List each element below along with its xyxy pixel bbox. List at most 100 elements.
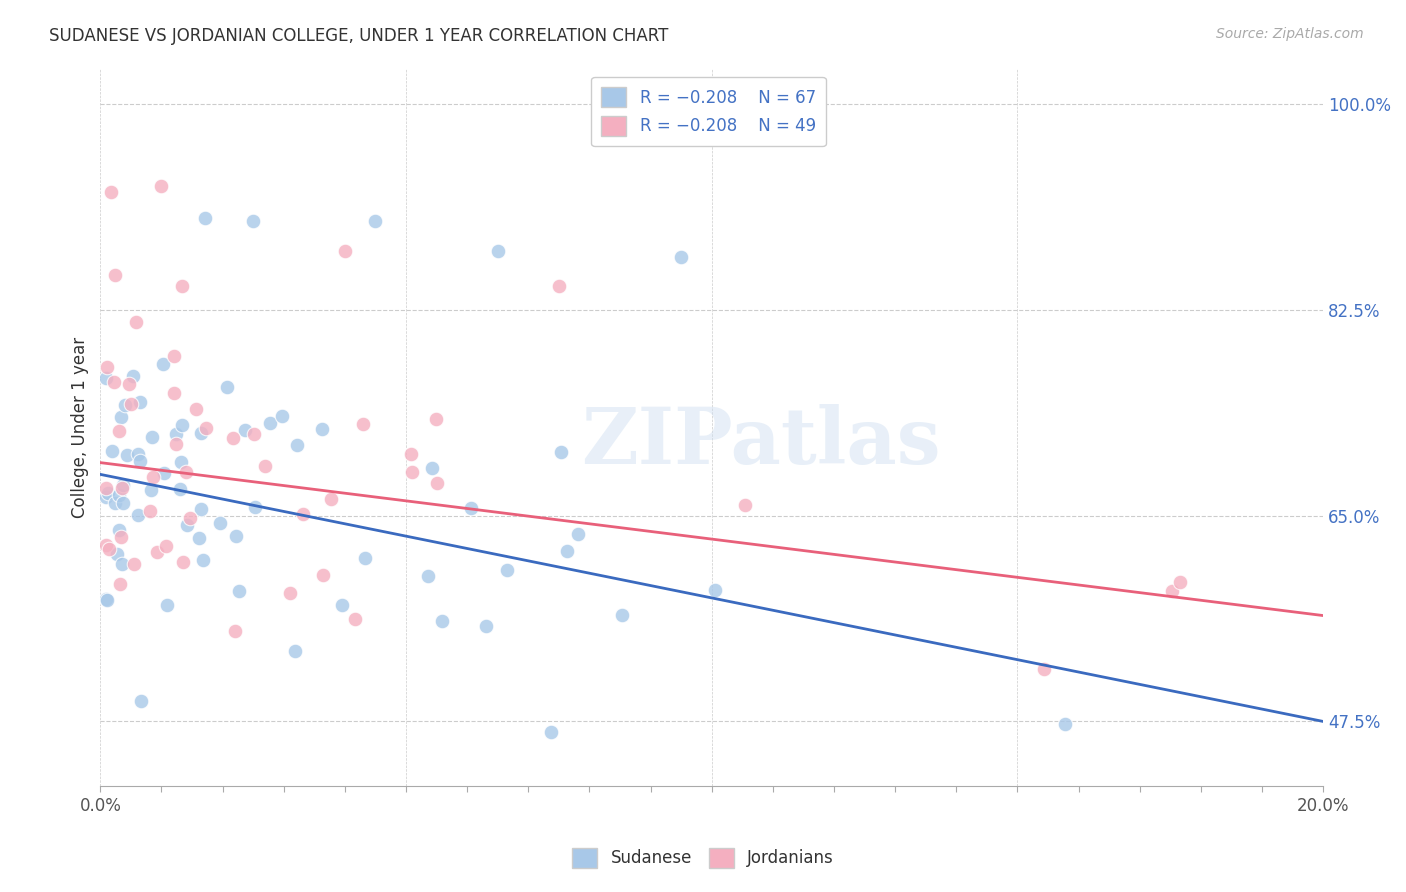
Point <box>118 376 141 391</box>
Point <box>176 517 198 532</box>
Point <box>228 583 250 598</box>
Point <box>401 447 423 461</box>
Point <box>176 465 198 479</box>
Point <box>233 423 256 437</box>
Point <box>172 555 194 569</box>
Point <box>120 397 142 411</box>
Point <box>567 526 589 541</box>
Point <box>221 431 243 445</box>
Point <box>254 458 277 473</box>
Point <box>193 553 215 567</box>
Point <box>430 614 453 628</box>
Point <box>475 619 498 633</box>
Point <box>496 563 519 577</box>
Point <box>193 211 215 225</box>
Point <box>108 424 131 438</box>
Point <box>184 401 207 416</box>
Point <box>704 583 727 598</box>
Point <box>401 465 423 479</box>
Point <box>122 369 145 384</box>
Point <box>669 250 692 264</box>
Point <box>110 577 132 591</box>
Point <box>364 214 387 228</box>
Point <box>243 500 266 515</box>
Point <box>96 481 118 495</box>
Point <box>242 214 264 228</box>
Point <box>152 357 174 371</box>
Point <box>283 644 305 658</box>
Point <box>111 558 134 572</box>
Point <box>179 511 201 525</box>
Point <box>555 544 578 558</box>
Point <box>208 516 231 530</box>
Point <box>548 279 571 293</box>
Point <box>104 496 127 510</box>
Point <box>312 568 335 582</box>
Text: Source: ZipAtlas.com: Source: ZipAtlas.com <box>1216 27 1364 41</box>
Point <box>1033 662 1056 676</box>
Point <box>103 375 125 389</box>
Point <box>141 430 163 444</box>
Point <box>153 466 176 480</box>
Point <box>110 410 132 425</box>
Legend: R = −0.208    N = 67, R = −0.208    N = 49: R = −0.208 N = 67, R = −0.208 N = 49 <box>592 77 825 146</box>
Point <box>129 454 152 468</box>
Point <box>96 371 118 385</box>
Point <box>114 398 136 412</box>
Point <box>139 483 162 497</box>
Point <box>291 508 314 522</box>
Point <box>540 725 562 739</box>
Point <box>108 488 131 502</box>
Point <box>142 470 165 484</box>
Point <box>1053 716 1076 731</box>
Point <box>163 386 186 401</box>
Text: SUDANESE VS JORDANIAN COLLEGE, UNDER 1 YEAR CORRELATION CHART: SUDANESE VS JORDANIAN COLLEGE, UNDER 1 Y… <box>49 27 669 45</box>
Point <box>125 315 148 329</box>
Point <box>105 547 128 561</box>
Point <box>100 443 122 458</box>
Point <box>108 523 131 537</box>
Point <box>111 496 134 510</box>
Point <box>224 624 246 638</box>
Point <box>190 425 212 440</box>
Point <box>271 409 294 423</box>
Point <box>138 504 160 518</box>
Point <box>96 538 118 552</box>
Point <box>150 179 173 194</box>
Point <box>194 421 217 435</box>
Point <box>98 542 121 557</box>
Point <box>217 380 239 394</box>
Point <box>353 551 375 566</box>
Point <box>330 598 353 612</box>
Point <box>97 486 120 500</box>
Point <box>172 418 194 433</box>
Point <box>127 447 149 461</box>
Point <box>110 530 132 544</box>
Point <box>163 349 186 363</box>
Point <box>333 244 356 258</box>
Point <box>111 478 134 492</box>
Point <box>170 455 193 469</box>
Point <box>225 528 247 542</box>
Point <box>425 412 447 426</box>
Point <box>278 586 301 600</box>
Point <box>1161 583 1184 598</box>
Point <box>188 532 211 546</box>
Point <box>460 501 482 516</box>
Point <box>344 612 367 626</box>
Point <box>416 568 439 582</box>
Point <box>100 185 122 199</box>
Point <box>1168 575 1191 590</box>
Point <box>285 438 308 452</box>
Point <box>610 608 633 623</box>
Point <box>104 268 127 282</box>
Point <box>321 491 343 506</box>
Point <box>190 502 212 516</box>
Point <box>550 445 572 459</box>
Point <box>96 593 118 607</box>
Point <box>145 545 167 559</box>
Point <box>131 694 153 708</box>
Legend: Sudanese, Jordanians: Sudanese, Jordanians <box>565 841 841 875</box>
Point <box>156 598 179 612</box>
Point <box>165 437 187 451</box>
